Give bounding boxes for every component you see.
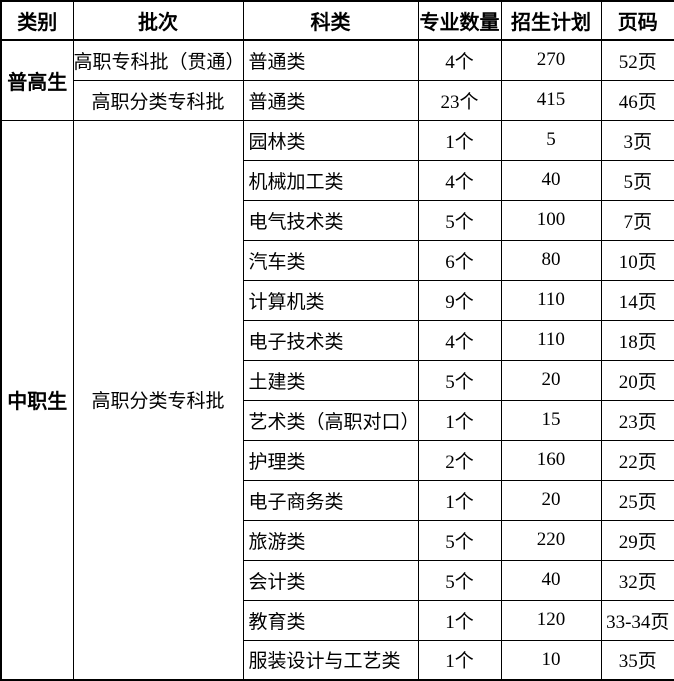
page-number-cell: 52页 bbox=[600, 39, 674, 81]
enrollment-plan-cell: 120 bbox=[500, 599, 602, 641]
page-number-cell: 10页 bbox=[600, 239, 674, 281]
page-number-cell: 32页 bbox=[600, 559, 674, 601]
enrollment-plan-cell: 20 bbox=[500, 359, 602, 401]
majors-count-cell: 23个 bbox=[417, 79, 502, 121]
page-number-cell: 14页 bbox=[600, 279, 674, 321]
enrollment-plan-cell: 160 bbox=[500, 439, 602, 481]
enrollment-plan-cell: 20 bbox=[500, 479, 602, 521]
enrollment-plan-cell: 40 bbox=[500, 559, 602, 601]
column-header-2: 科类 bbox=[242, 0, 419, 41]
subject-cell: 园林类 bbox=[242, 119, 419, 161]
majors-count-cell: 1个 bbox=[417, 599, 502, 641]
majors-count-cell: 5个 bbox=[417, 199, 502, 241]
table-row: 艺术类（高职对口） 1个 15 23页 bbox=[1, 399, 674, 441]
category-cell: 普高生 bbox=[0, 39, 74, 121]
majors-count-cell: 4个 bbox=[417, 319, 502, 361]
majors-count-cell: 4个 bbox=[417, 159, 502, 201]
subject-cell: 护理类 bbox=[242, 439, 419, 481]
enrollment-plan-cell: 415 bbox=[500, 79, 602, 121]
page-number-cell: 22页 bbox=[600, 439, 674, 481]
table-row: 机械加工类 4个 40 5页 bbox=[1, 159, 674, 201]
batch-cell: 高职分类专科批 bbox=[72, 79, 244, 121]
enrollment-plan-cell: 10 bbox=[500, 639, 602, 681]
majors-count-cell: 1个 bbox=[417, 119, 502, 161]
table-row: 电气技术类 5个 100 7页 bbox=[1, 199, 674, 241]
subject-cell: 机械加工类 bbox=[242, 159, 419, 201]
enrollment-plan-cell: 110 bbox=[500, 279, 602, 321]
column-header-3: 专业数量 bbox=[417, 0, 502, 41]
page-number-cell: 29页 bbox=[600, 519, 674, 561]
table-row: 电子商务类 1个 20 25页 bbox=[1, 479, 674, 521]
majors-count-cell: 5个 bbox=[417, 359, 502, 401]
enrollment-plan-cell: 40 bbox=[500, 159, 602, 201]
enrollment-plan-cell: 220 bbox=[500, 519, 602, 561]
page-number-cell: 20页 bbox=[600, 359, 674, 401]
enrollment-plan-cell: 110 bbox=[500, 319, 602, 361]
category-cell: 中职生 bbox=[0, 119, 74, 681]
subject-cell: 计算机类 bbox=[242, 279, 419, 321]
table-row: 护理类 2个 160 22页 bbox=[1, 439, 674, 481]
table-row: 中职生 高职分类专科批 园林类 1个 5 3页 bbox=[0, 119, 674, 681]
page-number-cell: 25页 bbox=[600, 479, 674, 521]
subject-cell: 电子商务类 bbox=[242, 479, 419, 521]
majors-count-cell: 1个 bbox=[417, 639, 502, 681]
header-row: 类别 批次 科类 专业数量 招生计划 页码 bbox=[0, 0, 674, 41]
batch-cell: 高职分类专科批 bbox=[72, 119, 244, 681]
page-number-cell: 7页 bbox=[600, 199, 674, 241]
table-row: 普高生 高职专科批（贯通） 普通类 4个 270 52页 bbox=[0, 39, 674, 121]
majors-count-cell: 4个 bbox=[417, 39, 502, 81]
page-number-cell: 46页 bbox=[600, 79, 674, 121]
column-header-1: 批次 bbox=[72, 0, 244, 41]
table-row: 旅游类 5个 220 29页 bbox=[1, 519, 674, 561]
enrollment-plan-cell: 100 bbox=[500, 199, 602, 241]
majors-count-cell: 2个 bbox=[417, 439, 502, 481]
subject-cell: 旅游类 bbox=[242, 519, 419, 561]
table-row: 土建类 5个 20 20页 bbox=[1, 359, 674, 401]
page-number-cell: 33-34页 bbox=[600, 599, 674, 641]
page-number-cell: 23页 bbox=[600, 399, 674, 441]
majors-count-cell: 1个 bbox=[417, 399, 502, 441]
column-header-0: 类别 bbox=[0, 0, 74, 41]
subject-cell: 服装设计与工艺类 bbox=[242, 639, 419, 681]
table-row: 汽车类 6个 80 10页 bbox=[1, 239, 674, 281]
page-number-cell: 35页 bbox=[600, 639, 674, 681]
page-number-cell: 18页 bbox=[600, 319, 674, 361]
majors-count-cell: 9个 bbox=[417, 279, 502, 321]
enrollment-plan-cell: 80 bbox=[500, 239, 602, 281]
subject-cell: 土建类 bbox=[242, 359, 419, 401]
subject-cell: 会计类 bbox=[242, 559, 419, 601]
table-row: 会计类 5个 40 32页 bbox=[1, 559, 674, 601]
majors-count-cell: 5个 bbox=[417, 519, 502, 561]
subject-cell: 电气技术类 bbox=[242, 199, 419, 241]
column-header-5: 页码 bbox=[600, 0, 674, 41]
subject-cell: 电子技术类 bbox=[242, 319, 419, 361]
majors-count-cell: 6个 bbox=[417, 239, 502, 281]
enrollment-plan-cell: 270 bbox=[500, 39, 602, 81]
column-header-4: 招生计划 bbox=[500, 0, 602, 41]
majors-count-cell: 5个 bbox=[417, 559, 502, 601]
table-row: 高职分类专科批 普通类 23个 415 46页 bbox=[1, 79, 674, 121]
subject-cell: 普通类 bbox=[242, 79, 419, 121]
subject-cell: 艺术类（高职对口） bbox=[242, 399, 419, 441]
subject-cell: 汽车类 bbox=[242, 239, 419, 281]
table-row: 教育类 1个 120 33-34页 bbox=[1, 599, 674, 641]
page-number-cell: 5页 bbox=[600, 159, 674, 201]
table-row: 服装设计与工艺类 1个 10 35页 bbox=[1, 639, 674, 681]
subject-cell: 教育类 bbox=[242, 599, 419, 641]
enrollment-plan-cell: 15 bbox=[500, 399, 602, 441]
table-row: 计算机类 9个 110 14页 bbox=[1, 279, 674, 321]
page-number-cell: 3页 bbox=[600, 119, 674, 161]
majors-count-cell: 1个 bbox=[417, 479, 502, 521]
enrollment-plan-cell: 5 bbox=[500, 119, 602, 161]
subject-cell: 普通类 bbox=[242, 39, 419, 81]
batch-cell: 高职专科批（贯通） bbox=[72, 39, 244, 81]
table-row: 电子技术类 4个 110 18页 bbox=[1, 319, 674, 361]
